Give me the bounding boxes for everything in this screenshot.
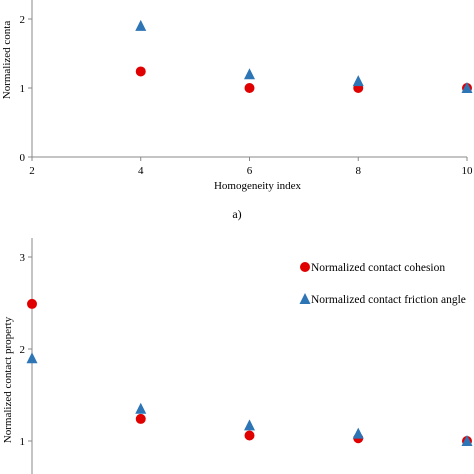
p1-series-1-point-2 <box>352 75 364 87</box>
p2-series-1-point-4 <box>461 435 473 446</box>
p1-y-tick-label-1: 1 <box>20 83 26 95</box>
p1-x-axis-label: Homogeneity index <box>214 180 302 192</box>
p2-series-1-point-1 <box>135 402 147 414</box>
p2-series-1-point-2 <box>244 419 255 431</box>
p2-y-tick-label-0: 1 <box>20 436 26 448</box>
p2-series-1-point-0 <box>26 352 38 364</box>
p2-series-0-point-0 <box>27 298 37 309</box>
p2-y-tick-label-2: 3 <box>20 252 26 264</box>
p1-y-axis-label: Normalized conta <box>1 21 13 100</box>
p2-legend-marker-0 <box>300 262 310 272</box>
p1-y-tick-label-0: 0 <box>20 152 26 164</box>
p2-legend-label-1: Normalized contact friction angle <box>311 294 466 306</box>
p1-x-tick-label-0: 2 <box>29 165 35 177</box>
p1-series-1-point-0 <box>135 19 147 31</box>
p2-series-1-point-3 <box>352 427 364 439</box>
p1-y-tick-label-2: 2 <box>20 14 26 26</box>
p1-series-0-point-0 <box>135 66 146 77</box>
p1-x-tick-label-2: 6 <box>247 165 253 177</box>
p2-legend-label-0: Normalized contact cohesion <box>311 262 445 274</box>
p1-x-tick-label-1: 4 <box>138 165 144 177</box>
p2-series-0-point-2 <box>244 430 255 441</box>
p1-x-tick-label-4: 10 <box>462 165 474 177</box>
p2-legend-marker-1 <box>299 293 311 304</box>
p2-y-axis-label: Normalized contact property <box>2 316 14 443</box>
p1-x-tick-label-3: 8 <box>356 165 362 177</box>
p1-series-0-point-1 <box>244 83 255 93</box>
p1-series-1-point-3 <box>461 82 473 93</box>
p1-series-1-point-1 <box>244 68 255 80</box>
panel-a-caption: a) <box>232 207 241 221</box>
p2-y-tick-label-1: 2 <box>20 344 26 356</box>
p2-series-0-point-1 <box>135 413 146 424</box>
